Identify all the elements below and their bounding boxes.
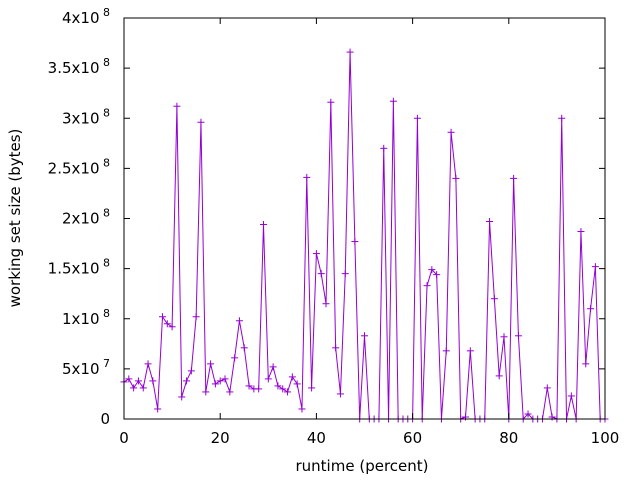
x-tick-label: 80 [499,429,518,447]
data-point [490,295,498,303]
data-point [293,380,301,388]
data-point [216,377,224,385]
data-point [433,271,441,279]
y-tick-label: 5x10 7 [62,357,110,378]
data-point [346,48,354,56]
data-point [158,313,166,321]
data-point [486,218,494,226]
data-point [558,114,566,122]
data-point [317,270,325,278]
data-point [288,373,296,381]
data-point [380,144,388,152]
data-point [351,238,359,246]
data-point [495,372,503,380]
y-axis-title: working set size (bytes) [6,129,24,308]
data-point [284,388,292,396]
data-point [130,384,138,392]
data-point [149,377,157,385]
data-point [452,174,460,182]
data-point [183,377,191,385]
data-point [187,367,195,375]
data-point [466,347,474,355]
data-point [211,380,219,388]
y-tick-label: 1.5x10 8 [48,257,110,278]
y-tick-label: 1x10 8 [62,307,110,328]
data-point [139,384,147,392]
data-point [168,323,176,331]
y-tick-label: 4x10 8 [62,6,110,27]
data-point [245,382,253,390]
data-point [221,375,229,383]
data-point [144,360,152,368]
data-point [442,347,450,355]
x-axis-title: runtime (percent) [296,457,429,475]
data-point [274,382,282,390]
data-point [231,354,239,362]
data-point [154,405,162,413]
data-point [240,344,248,352]
data-point [423,282,431,290]
data-point [279,385,287,393]
data-point [327,98,335,106]
data-point [389,97,397,105]
y-tick-label: 3x10 8 [62,106,110,127]
data-point [125,375,133,383]
series-layer [120,48,609,423]
x-tick-label: 100 [591,429,620,447]
x-tick-label: 60 [403,429,422,447]
data-point [303,173,311,181]
x-tick-label: 0 [119,429,129,447]
data-point [524,410,532,418]
x-tick-label: 40 [307,429,326,447]
data-point [341,270,349,278]
y-tick-label: 2x10 8 [62,207,110,228]
data-point [259,221,267,229]
y-tick-label: 3.5x10 8 [48,56,110,77]
data-point [207,360,215,368]
data-point [178,393,186,401]
data-point [413,114,421,122]
y-tick-label: 2.5x10 8 [48,156,110,177]
x-tick-label: 20 [211,429,230,447]
data-point [264,375,272,383]
data-point [500,333,508,341]
data-point [173,102,181,110]
data-point [510,174,518,182]
data-point [567,392,575,400]
data-point [514,332,522,340]
data-point [134,377,142,385]
data-point [308,384,316,392]
data-point [255,385,263,393]
y-axis-ticks: 0 5x10 7 1x10 8 1.5x10 8 2x10 8 2.5x10 8 3x10 … [48,6,605,428]
data-point [192,313,200,321]
data-point [312,250,320,258]
data-point [447,128,455,136]
data-point [226,388,234,396]
x-axis-ticks: 0 20 40 60 80 100 [119,18,619,447]
data-point [361,332,368,340]
data-point [235,317,243,325]
data-point [298,405,306,413]
data-point [336,390,344,398]
data-point [163,320,171,328]
data-point [428,266,436,274]
y-tick-label: 0 [100,410,110,428]
data-point [197,118,205,126]
data-point [332,344,340,352]
data-point [587,305,595,313]
data-point [269,363,277,371]
data-point [577,228,585,236]
data-point [591,263,599,271]
data-point [202,388,210,396]
data-point [322,300,330,308]
data-point [543,384,551,392]
data-point [582,360,590,368]
